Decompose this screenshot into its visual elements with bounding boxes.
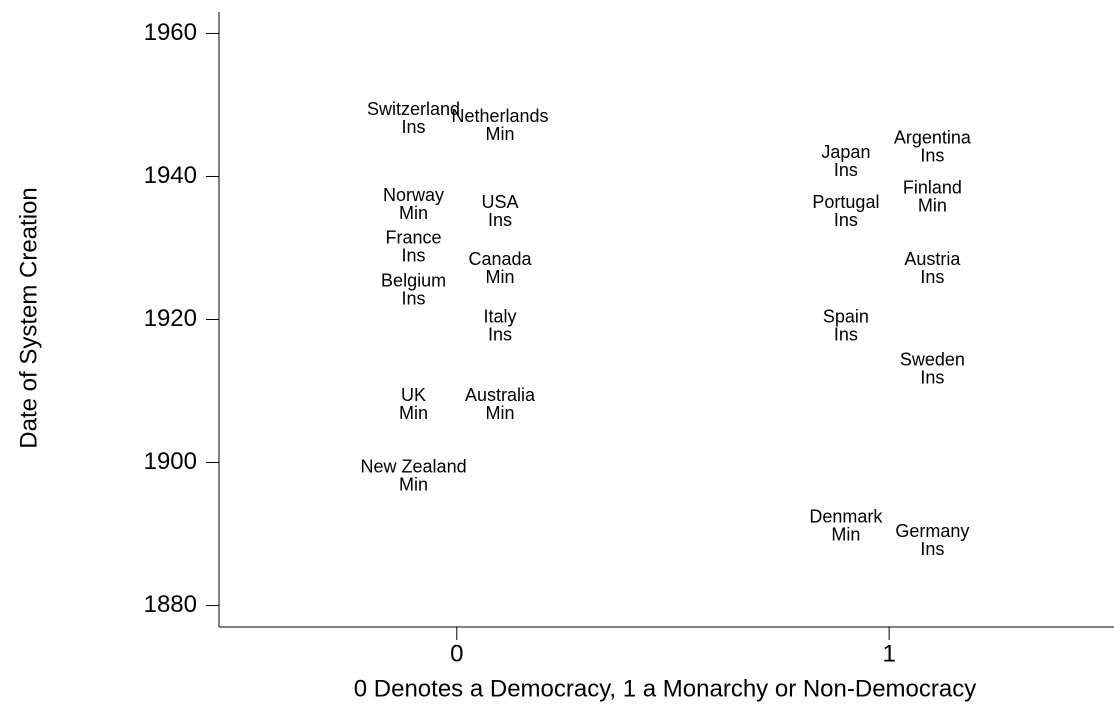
country-label: Finland bbox=[903, 178, 962, 198]
x-tick-label: 1 bbox=[882, 640, 895, 667]
type-label: Ins bbox=[920, 146, 944, 166]
country-label: Canada bbox=[469, 249, 533, 269]
type-label: Ins bbox=[402, 117, 426, 137]
x-tick-label: 0 bbox=[450, 640, 463, 667]
country-label: Denmark bbox=[809, 507, 883, 527]
type-label: Ins bbox=[920, 267, 944, 287]
country-label: Norway bbox=[383, 185, 444, 205]
y-tick-label: 1940 bbox=[144, 162, 197, 189]
type-label: Ins bbox=[834, 160, 858, 180]
country-label: UK bbox=[401, 385, 426, 405]
country-label: New Zealand bbox=[361, 457, 467, 477]
type-label: Min bbox=[831, 525, 860, 545]
country-label: Argentina bbox=[894, 128, 972, 148]
type-label: Ins bbox=[834, 210, 858, 230]
country-label: Portugal bbox=[812, 192, 879, 212]
country-label: Spain bbox=[823, 306, 869, 326]
y-tick-label: 1920 bbox=[144, 305, 197, 332]
country-label: Switzerland bbox=[367, 99, 460, 119]
country-label: Italy bbox=[484, 306, 517, 326]
type-label: Ins bbox=[402, 246, 426, 266]
type-label: Min bbox=[399, 475, 428, 495]
type-label: Min bbox=[918, 196, 947, 216]
type-label: Ins bbox=[402, 289, 426, 309]
country-label: Sweden bbox=[900, 349, 965, 369]
country-label: Belgium bbox=[381, 271, 446, 291]
type-label: Ins bbox=[488, 324, 512, 344]
country-label: Japan bbox=[821, 142, 870, 162]
y-tick-label: 1900 bbox=[144, 448, 197, 475]
country-label: USA bbox=[482, 192, 519, 212]
x-axis-title: 0 Denotes a Democracy, 1 a Monarchy or N… bbox=[354, 675, 976, 702]
country-label: Austria bbox=[904, 249, 961, 269]
type-label: Ins bbox=[920, 539, 944, 559]
y-axis-title: Date of System Creation bbox=[15, 187, 42, 448]
type-label: Min bbox=[486, 403, 515, 423]
y-tick-label: 1960 bbox=[144, 19, 197, 46]
type-label: Ins bbox=[920, 367, 944, 387]
y-tick-label: 1880 bbox=[144, 591, 197, 618]
country-label: Germany bbox=[895, 521, 969, 541]
type-label: Min bbox=[399, 403, 428, 423]
type-label: Ins bbox=[834, 324, 858, 344]
country-label: Australia bbox=[465, 385, 536, 405]
type-label: Min bbox=[486, 124, 515, 144]
type-label: Ins bbox=[488, 210, 512, 230]
type-label: Min bbox=[399, 203, 428, 223]
type-label: Min bbox=[486, 267, 515, 287]
country-label: France bbox=[386, 228, 442, 248]
country-label: Netherlands bbox=[452, 106, 549, 126]
